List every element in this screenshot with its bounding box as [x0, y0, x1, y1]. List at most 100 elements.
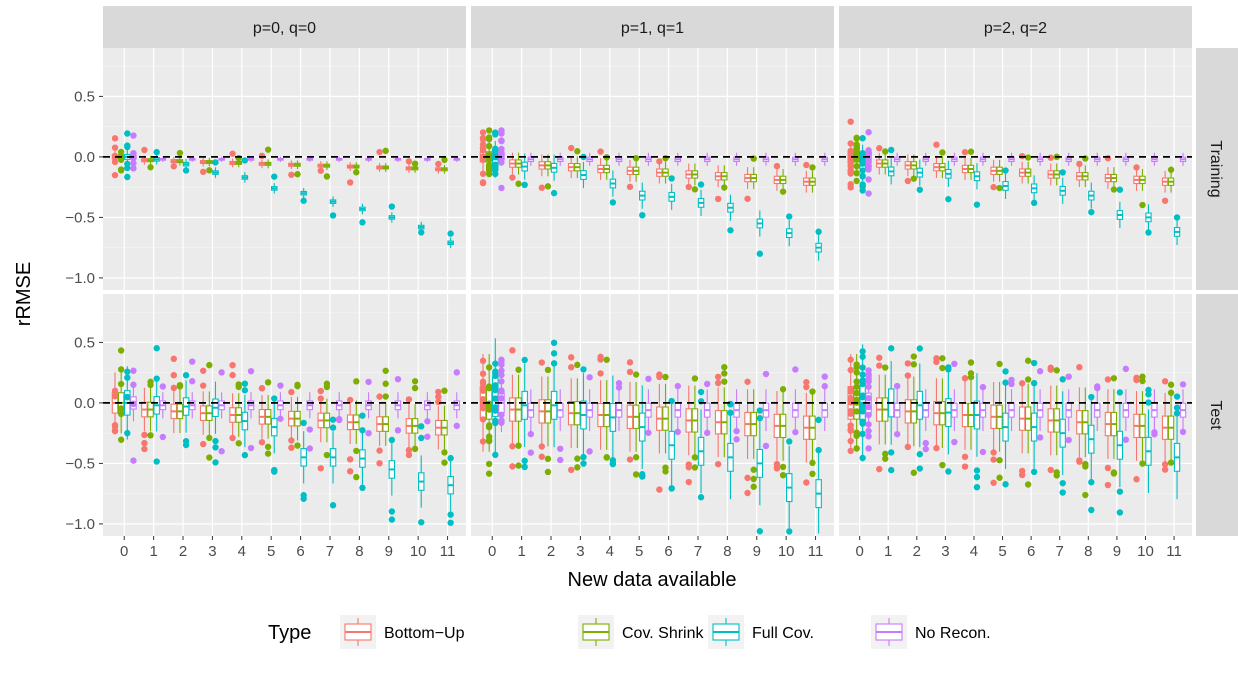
outlier-point: [853, 369, 860, 376]
outlier-point: [264, 450, 272, 457]
outlier-point: [996, 360, 1003, 368]
outlier-point: [329, 416, 337, 423]
outlier-point: [859, 182, 866, 190]
outlier-point: [859, 353, 866, 360]
outlier-point: [300, 197, 307, 204]
outlier-point: [1179, 428, 1187, 436]
outlier-point: [847, 388, 854, 395]
outlier-point: [865, 190, 872, 197]
outlier-point: [853, 378, 860, 385]
x-tick-label: 10: [410, 543, 427, 560]
outlier-point: [904, 443, 912, 451]
outlier-point: [147, 378, 154, 386]
outlier-point: [967, 148, 975, 155]
x-tick-label: 9: [1113, 543, 1121, 560]
outlier-point: [567, 144, 575, 152]
outlier-point: [865, 367, 872, 374]
outlier-point: [1116, 488, 1124, 495]
y-axis: 0.5 0.0 −0.5 −1.0 0.5 0.0 −0.5 −1.0: [65, 88, 103, 533]
outlier-point: [803, 383, 810, 391]
outlier-point: [538, 443, 546, 450]
outlier-point: [170, 163, 178, 170]
x-tick-label: 5: [267, 543, 275, 560]
outlier-point: [1161, 461, 1169, 468]
outlier-point: [170, 371, 178, 379]
outlier-point: [939, 364, 946, 372]
outlier-point: [996, 184, 1003, 192]
outlier-point: [697, 181, 705, 188]
outlier-point: [626, 456, 634, 463]
outlier-point: [853, 389, 860, 397]
outlier-point: [865, 372, 872, 380]
outlier-point: [117, 405, 125, 412]
outlier-point: [1047, 466, 1054, 474]
outlier-point: [329, 212, 337, 219]
outlier-point: [394, 427, 402, 434]
outlier-point: [853, 163, 860, 170]
outlier-point: [382, 367, 389, 374]
outlier-point: [111, 421, 119, 429]
outlier-point: [656, 486, 663, 493]
outlier-point: [521, 181, 528, 189]
outlier-point: [1133, 476, 1140, 483]
legend-label: Cov. Shrink: [622, 625, 705, 642]
outlier-point: [762, 442, 770, 450]
outlier-point: [721, 363, 728, 371]
outlier-point: [509, 463, 516, 470]
outlier-point: [916, 451, 923, 458]
outlier-point: [117, 436, 125, 443]
outlier-point: [479, 370, 487, 377]
outlier-point: [847, 407, 854, 415]
outlier-point: [1116, 389, 1124, 396]
outlier-point: [359, 412, 366, 419]
outlier-point: [353, 447, 360, 455]
outlier-point: [544, 366, 552, 374]
outlier-point: [498, 184, 505, 192]
outlier-point: [859, 158, 866, 166]
outlier-point: [288, 437, 295, 444]
outlier-point: [277, 382, 284, 389]
outlier-point: [521, 356, 528, 364]
outlier-point: [498, 419, 505, 426]
outlier-point: [1161, 197, 1169, 204]
outlier-point: [235, 383, 242, 391]
outlier-point: [691, 186, 699, 193]
outlier-point: [1139, 377, 1146, 385]
outlier-point: [904, 372, 912, 379]
outlier-point: [865, 427, 872, 435]
outlier-point: [990, 479, 997, 486]
outlier-point: [910, 353, 918, 360]
outlier-point: [424, 418, 431, 425]
outlier-point: [550, 360, 558, 367]
outlier-point: [691, 454, 699, 461]
outlier-point: [756, 250, 764, 257]
outlier-point: [939, 355, 946, 362]
outlier-point: [1047, 366, 1054, 373]
outlier-point: [662, 468, 669, 475]
outlier-point: [498, 361, 505, 368]
legend-label: Full Cov.: [752, 625, 814, 642]
outlier-point: [882, 364, 889, 371]
outlier-point: [990, 456, 997, 463]
outlier-point: [1059, 169, 1066, 176]
outlier-point: [300, 495, 307, 502]
outlier-point: [597, 353, 604, 361]
x-tick-label: 0: [488, 543, 496, 560]
outlier-point: [521, 463, 528, 471]
outlier-point: [353, 378, 360, 385]
outlier-point: [418, 229, 425, 236]
panel-background: [103, 48, 466, 290]
outlier-point: [382, 393, 389, 400]
outlier-point: [847, 366, 854, 374]
outlier-point: [750, 483, 757, 490]
x-tick-label: 1: [884, 543, 892, 560]
outlier-point: [130, 165, 137, 172]
outlier-point: [803, 479, 810, 486]
facet-panel: [103, 48, 466, 290]
outlier-point: [323, 173, 331, 180]
outlier-point: [815, 416, 822, 424]
outlier-point: [933, 358, 940, 366]
outlier-point: [229, 150, 236, 157]
outlier-point: [996, 457, 1003, 464]
outlier-point: [435, 160, 442, 168]
